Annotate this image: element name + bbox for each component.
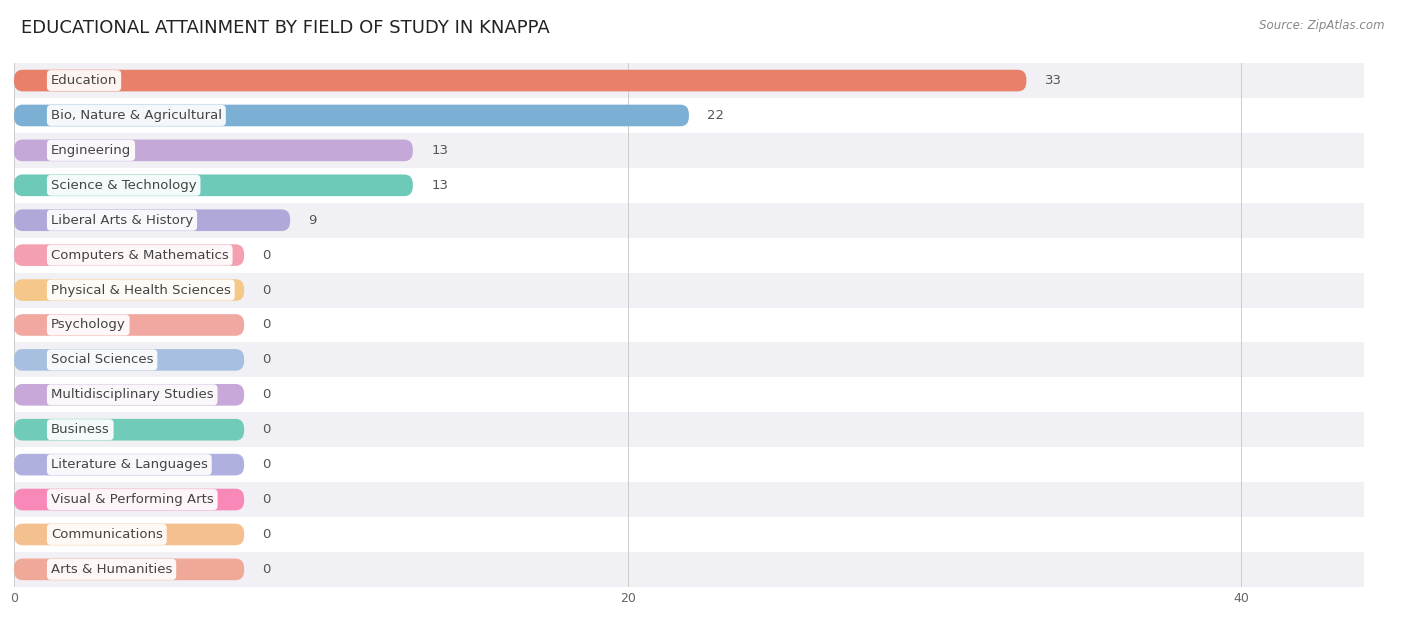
Text: 0: 0 xyxy=(263,563,271,576)
Bar xyxy=(14,343,1364,377)
FancyBboxPatch shape xyxy=(14,244,245,266)
Text: EDUCATIONAL ATTAINMENT BY FIELD OF STUDY IN KNAPPA: EDUCATIONAL ATTAINMENT BY FIELD OF STUDY… xyxy=(21,19,550,37)
Text: Psychology: Psychology xyxy=(51,319,125,331)
Text: 9: 9 xyxy=(308,214,316,227)
Text: 0: 0 xyxy=(263,388,271,401)
Text: 0: 0 xyxy=(263,249,271,262)
Text: 0: 0 xyxy=(263,283,271,297)
Bar xyxy=(14,98,1364,133)
Text: Physical & Health Sciences: Physical & Health Sciences xyxy=(51,283,231,297)
Bar xyxy=(14,447,1364,482)
FancyBboxPatch shape xyxy=(14,384,245,406)
Bar xyxy=(14,168,1364,203)
Bar xyxy=(14,412,1364,447)
FancyBboxPatch shape xyxy=(14,139,413,161)
Bar xyxy=(14,238,1364,273)
Bar xyxy=(14,63,1364,98)
Text: Business: Business xyxy=(51,423,110,436)
Text: 13: 13 xyxy=(432,144,449,157)
Text: Education: Education xyxy=(51,74,117,87)
FancyBboxPatch shape xyxy=(14,209,290,231)
Text: Bio, Nature & Agricultural: Bio, Nature & Agricultural xyxy=(51,109,222,122)
Bar xyxy=(14,307,1364,343)
Bar xyxy=(14,482,1364,517)
Text: 0: 0 xyxy=(263,423,271,436)
FancyBboxPatch shape xyxy=(14,558,245,580)
Text: Source: ZipAtlas.com: Source: ZipAtlas.com xyxy=(1260,19,1385,32)
Bar xyxy=(14,203,1364,238)
FancyBboxPatch shape xyxy=(14,524,245,545)
Bar xyxy=(14,273,1364,307)
FancyBboxPatch shape xyxy=(14,175,413,196)
Text: Liberal Arts & History: Liberal Arts & History xyxy=(51,214,193,227)
Text: Engineering: Engineering xyxy=(51,144,131,157)
Text: Arts & Humanities: Arts & Humanities xyxy=(51,563,173,576)
FancyBboxPatch shape xyxy=(14,419,245,440)
Text: 0: 0 xyxy=(263,319,271,331)
Text: Visual & Performing Arts: Visual & Performing Arts xyxy=(51,493,214,506)
Text: 0: 0 xyxy=(263,493,271,506)
Text: 33: 33 xyxy=(1045,74,1062,87)
FancyBboxPatch shape xyxy=(14,105,689,126)
Text: 0: 0 xyxy=(263,528,271,541)
FancyBboxPatch shape xyxy=(14,454,245,475)
FancyBboxPatch shape xyxy=(14,314,245,336)
FancyBboxPatch shape xyxy=(14,489,245,510)
Text: 13: 13 xyxy=(432,179,449,192)
Text: Literature & Languages: Literature & Languages xyxy=(51,458,208,471)
Bar xyxy=(14,133,1364,168)
Bar xyxy=(14,552,1364,587)
Text: Multidisciplinary Studies: Multidisciplinary Studies xyxy=(51,388,214,401)
Text: Science & Technology: Science & Technology xyxy=(51,179,197,192)
Bar xyxy=(14,517,1364,552)
Text: Social Sciences: Social Sciences xyxy=(51,353,153,367)
Text: 22: 22 xyxy=(707,109,724,122)
Text: 0: 0 xyxy=(263,458,271,471)
Text: Communications: Communications xyxy=(51,528,163,541)
FancyBboxPatch shape xyxy=(14,70,1026,91)
FancyBboxPatch shape xyxy=(14,280,245,301)
Bar xyxy=(14,377,1364,412)
Text: Computers & Mathematics: Computers & Mathematics xyxy=(51,249,229,262)
FancyBboxPatch shape xyxy=(14,349,245,370)
Text: 0: 0 xyxy=(263,353,271,367)
